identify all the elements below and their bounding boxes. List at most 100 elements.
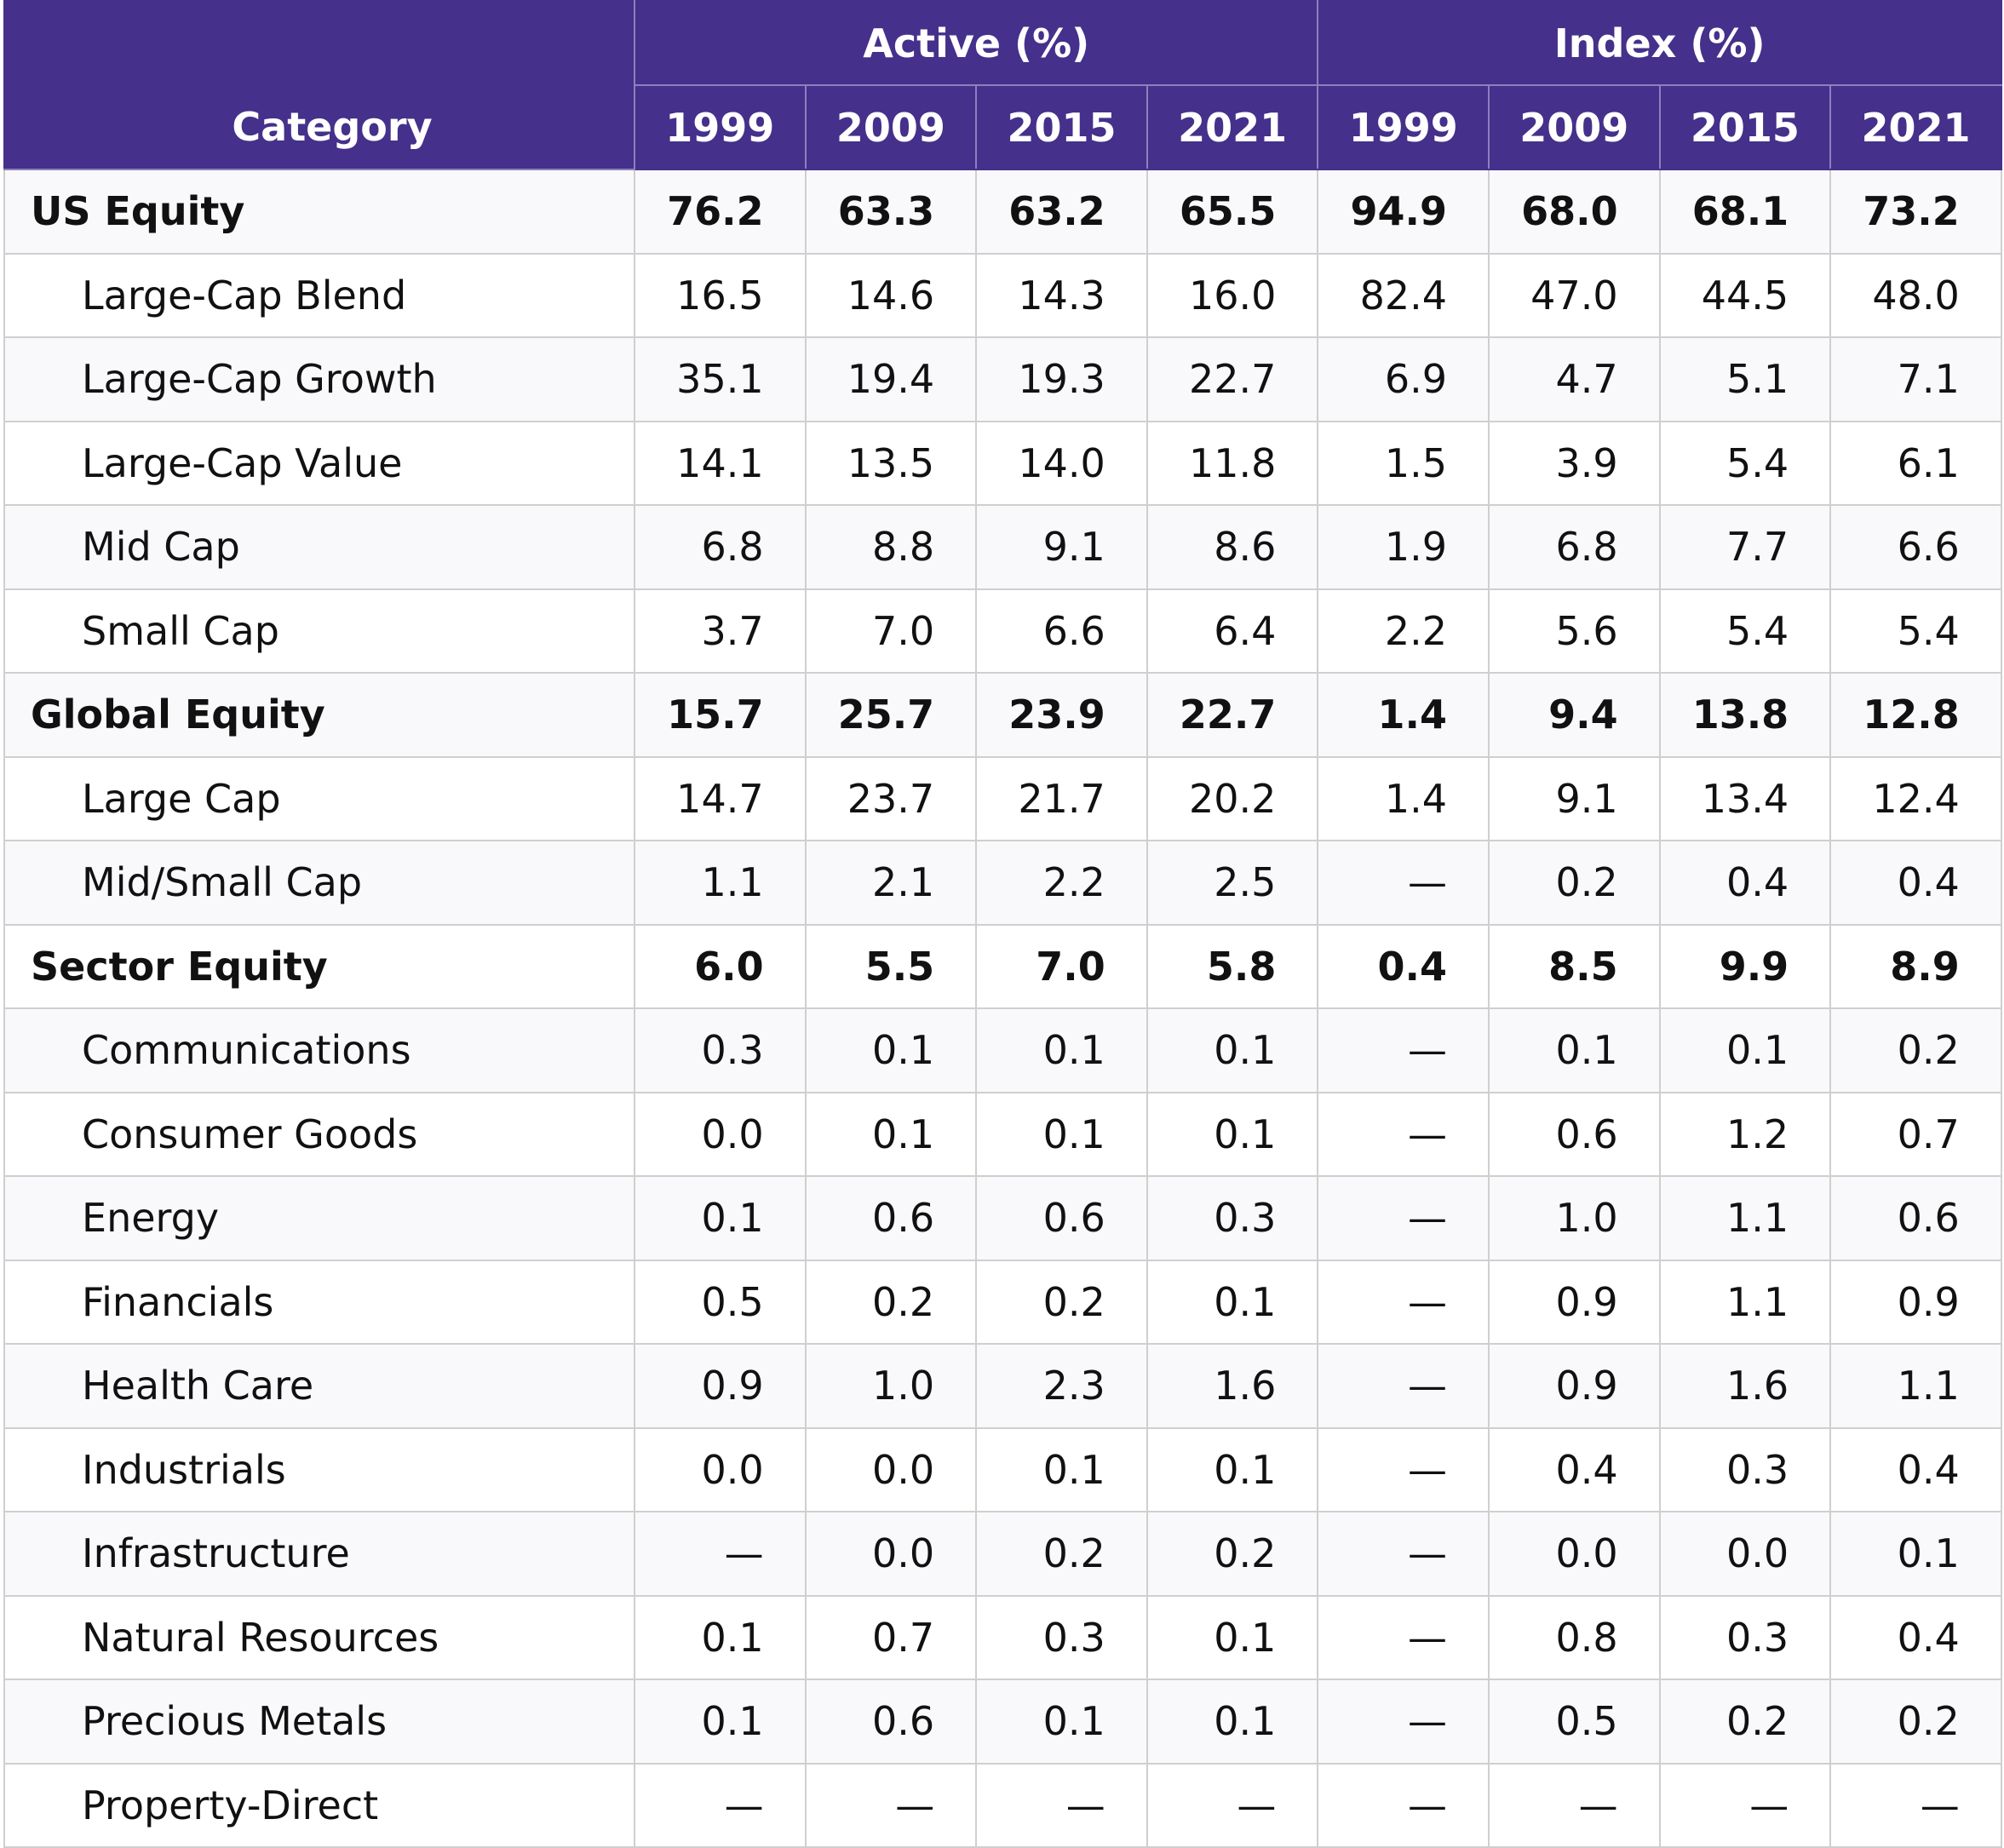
- value-cell: 0.2: [1829, 1007, 2002, 1093]
- value-cell: 5.1: [1658, 336, 1832, 422]
- value-cell: 19.4: [804, 336, 978, 422]
- value-cell: 73.2: [1829, 169, 2002, 255]
- value-cell: 2.1: [804, 840, 978, 926]
- table-row: Small Cap 3.7 7.0 6.6 6.4 2.2 5.6 5.4 5.4: [3, 588, 2002, 674]
- value-cell: 0.3: [975, 1594, 1148, 1680]
- value-cell: 14.7: [634, 755, 807, 841]
- year-header: 1999: [1317, 85, 1490, 170]
- value-cell: 1.1: [1658, 1259, 1832, 1345]
- table-row: Large-Cap Value 14.1 13.5 14.0 11.8 1.5 3.9 5.4…: [3, 420, 2002, 506]
- value-cell: 0.9: [1488, 1259, 1661, 1345]
- value-cell: 6.6: [975, 588, 1148, 674]
- value-cell: 5.5: [804, 923, 978, 1009]
- value-cell: 1.5: [1317, 420, 1490, 506]
- value-cell: 0.0: [1658, 1511, 1832, 1597]
- category-cell: Precious Metals: [3, 1679, 635, 1765]
- year-header: 2021: [1146, 85, 1319, 170]
- table-row: Infrastructure —0.0 0.2 0.2—0.0 0.0 0.1: [3, 1511, 2002, 1597]
- value-cell: —: [1317, 1511, 1490, 1597]
- value-cell: 0.1: [1488, 1007, 1661, 1093]
- value-cell: 1.6: [1146, 1343, 1319, 1429]
- table-row: Health Care 0.9 1.0 2.3 1.6—0.9 1.6 1.1: [3, 1343, 2002, 1429]
- value-cell: 0.1: [1146, 1426, 1319, 1512]
- value-cell: 8.5: [1488, 923, 1661, 1009]
- value-cell: 0.4: [1658, 840, 1832, 926]
- value-cell: 0.1: [804, 1007, 978, 1093]
- group-header-active: Active (%): [633, 0, 1319, 86]
- value-cell: 6.1: [1829, 420, 2002, 506]
- value-cell: 21.7: [975, 755, 1148, 841]
- value-cell: 0.3: [1658, 1594, 1832, 1680]
- year-header: 2015: [1658, 85, 1832, 170]
- value-cell: 0.1: [1146, 1007, 1319, 1093]
- category-cell: Large-Cap Blend: [3, 252, 635, 338]
- table-row: Mid Cap 6.8 8.8 9.1 8.6 1.9 6.8 7.7 6.6: [3, 504, 2002, 590]
- value-cell: 11.8: [1146, 420, 1319, 506]
- value-cell: 13.8: [1658, 672, 1832, 758]
- value-cell: 0.1: [634, 1594, 807, 1680]
- value-cell: 94.9: [1317, 169, 1490, 255]
- value-cell: 1.1: [1829, 1343, 2002, 1429]
- year-header: 2009: [804, 85, 978, 170]
- value-cell: 0.1: [975, 1091, 1148, 1177]
- category-cell: Financials: [3, 1259, 635, 1345]
- value-cell: 0.2: [1829, 1679, 2002, 1765]
- value-cell: 0.6: [804, 1679, 978, 1765]
- value-cell: 0.5: [634, 1259, 807, 1345]
- table-group-row: Sector Equity 6.0 5.5 7.0 5.8 0.4 8.5 9.9 8.9: [3, 923, 2002, 1009]
- category-cell: Natural Resources: [3, 1594, 635, 1680]
- value-cell: 76.2: [634, 169, 807, 255]
- value-cell: 7.7: [1658, 504, 1832, 590]
- value-cell: 6.8: [634, 504, 807, 590]
- table-row: Precious Metals 0.1 0.6 0.1 0.1—0.5 0.2 0.2: [3, 1679, 2002, 1765]
- value-cell: 0.9: [634, 1343, 807, 1429]
- value-cell: 2.5: [1146, 840, 1319, 926]
- value-cell: 19.3: [975, 336, 1148, 422]
- value-cell: 1.1: [634, 840, 807, 926]
- value-cell: 1.0: [804, 1343, 978, 1429]
- value-cell: 1.2: [1658, 1091, 1832, 1177]
- table-row: Large-Cap Blend 16.5 14.6 14.3 16.0 82.4 47.0 4…: [3, 252, 2002, 338]
- category-cell: Large-Cap Value: [3, 420, 635, 506]
- value-cell: 1.0: [1488, 1175, 1661, 1261]
- value-cell: 22.7: [1146, 336, 1319, 422]
- table-row: Mid/Small Cap 1.1 2.1 2.2 2.5—0.2 0.4 0.4: [3, 840, 2002, 926]
- category-cell: Large Cap: [3, 755, 635, 841]
- value-cell: 9.1: [1488, 755, 1661, 841]
- category-cell: Consumer Goods: [3, 1091, 635, 1177]
- value-cell: 0.6: [804, 1175, 978, 1261]
- value-cell: 5.4: [1658, 588, 1832, 674]
- table-group-row: Global Equity 15.7 25.7 23.9 22.7 1.4 9.4 13.8 1…: [3, 672, 2002, 758]
- value-cell: 14.1: [634, 420, 807, 506]
- value-cell: 0.1: [1829, 1511, 2002, 1597]
- value-cell: 9.4: [1488, 672, 1661, 758]
- value-cell: 0.4: [1829, 840, 2002, 926]
- value-cell: 0.1: [1658, 1007, 1832, 1093]
- value-cell: 0.1: [634, 1679, 807, 1765]
- value-cell: 0.0: [634, 1426, 807, 1512]
- value-cell: 5.8: [1146, 923, 1319, 1009]
- value-cell: 15.7: [634, 672, 807, 758]
- value-cell: 13.5: [804, 420, 978, 506]
- value-cell: 0.1: [975, 1007, 1148, 1093]
- value-cell: 7.0: [804, 588, 978, 674]
- value-cell: 0.7: [1829, 1091, 2002, 1177]
- category-cell: Global Equity: [3, 672, 635, 758]
- value-cell: 0.3: [634, 1007, 807, 1093]
- value-cell: 0.2: [975, 1511, 1148, 1597]
- value-cell: 82.4: [1317, 252, 1490, 338]
- value-cell: 16.0: [1146, 252, 1319, 338]
- value-cell: 5.6: [1488, 588, 1661, 674]
- category-cell: Large-Cap Growth: [3, 336, 635, 422]
- value-cell: —: [1317, 1175, 1490, 1261]
- category-cell: Mid Cap: [3, 504, 635, 590]
- value-cell: 8.8: [804, 504, 978, 590]
- value-cell: 0.4: [1488, 1426, 1661, 1512]
- value-cell: 6.0: [634, 923, 807, 1009]
- value-cell: 63.2: [975, 169, 1148, 255]
- value-cell: —: [804, 1762, 978, 1848]
- category-cell: Infrastructure: [3, 1511, 635, 1597]
- value-cell: 63.3: [804, 169, 978, 255]
- value-cell: —: [1146, 1762, 1319, 1848]
- category-cell: Industrials: [3, 1426, 635, 1512]
